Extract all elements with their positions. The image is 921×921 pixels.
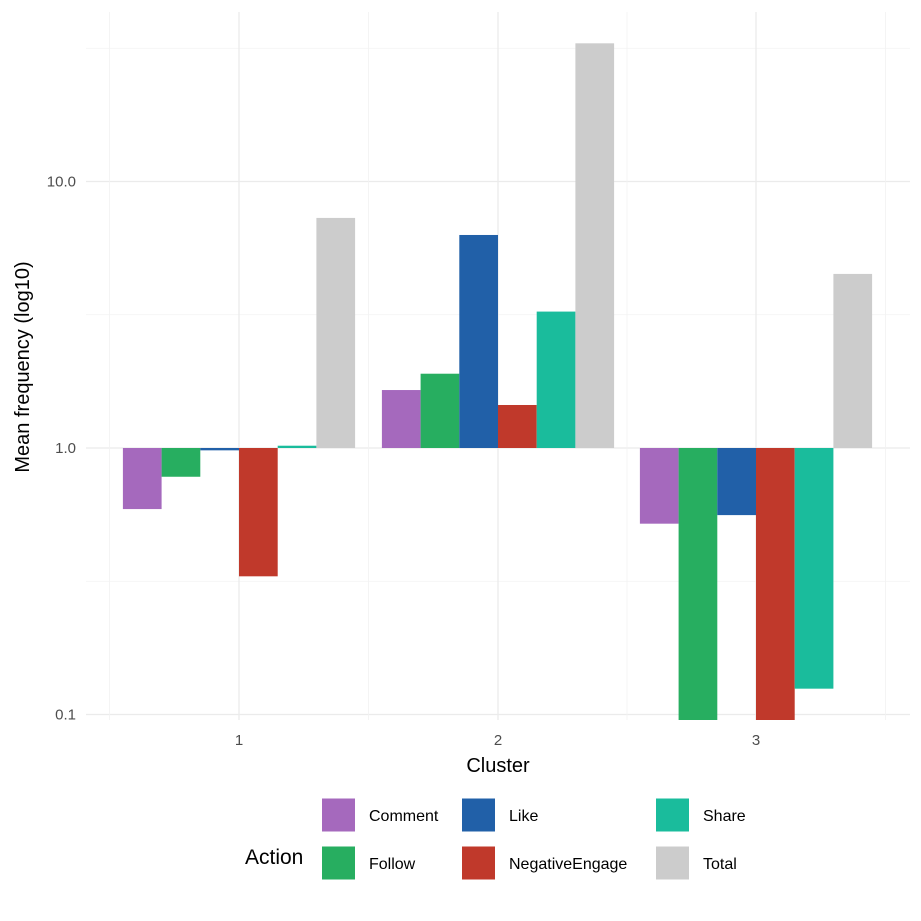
bar-negativeengage-cluster-3 — [756, 448, 795, 720]
legend-title: Action — [245, 846, 303, 869]
legend-label-comment: Comment — [369, 808, 439, 825]
bar-negativeengage-cluster-2 — [498, 404, 537, 448]
bar-comment-cluster-1 — [122, 448, 162, 510]
y-axis-ticks: 0.1 1.0 10.0 — [47, 174, 76, 724]
legend-key-share — [656, 798, 689, 832]
bar-like-cluster-3 — [717, 448, 756, 516]
bar-follow-cluster-1 — [161, 448, 201, 477]
bar-share-cluster-1 — [277, 445, 317, 448]
legend-label-like: Like — [509, 808, 538, 825]
bar-total-cluster-3 — [833, 273, 873, 448]
x-axis-ticks: 1 2 3 — [235, 732, 760, 749]
bar-share-cluster-2 — [536, 311, 576, 448]
legend-label-negativeengage: NegativeEngage — [509, 856, 627, 873]
x-tick-label: 3 — [752, 732, 760, 749]
bar-comment-cluster-3 — [639, 448, 679, 524]
legend-key-follow — [322, 846, 355, 880]
bars — [122, 43, 873, 720]
y-tick-label: 10.0 — [47, 174, 76, 191]
bar-follow-cluster-3 — [678, 448, 718, 720]
x-tick-label: 1 — [235, 732, 243, 749]
bar-total-cluster-1 — [316, 217, 356, 448]
x-tick-label: 2 — [494, 732, 502, 749]
bar-share-cluster-3 — [794, 448, 834, 689]
legend-key-like — [462, 798, 495, 832]
legend-key-negativeengage — [462, 846, 495, 880]
legend-key-total — [656, 846, 689, 880]
y-tick-label: 1.0 — [55, 440, 76, 457]
bar-like-cluster-2 — [459, 234, 498, 448]
y-axis-title: Mean frequency (log10) — [12, 261, 34, 472]
legend-label-follow: Follow — [369, 856, 416, 873]
y-tick-label: 0.1 — [55, 707, 76, 724]
legend: Action Comment Follow Like NegativeEngage Sh… — [245, 798, 746, 880]
bar-negativeengage-cluster-1 — [239, 448, 278, 577]
bar-total-cluster-2 — [575, 43, 615, 448]
legend-label-share: Share — [703, 808, 746, 825]
bar-like-cluster-1 — [200, 448, 239, 451]
bar-follow-cluster-2 — [420, 373, 460, 448]
legend-label-total: Total — [703, 856, 737, 873]
legend-key-comment — [322, 798, 355, 832]
x-axis-title: Cluster — [466, 755, 530, 777]
bar-comment-cluster-2 — [381, 390, 421, 448]
